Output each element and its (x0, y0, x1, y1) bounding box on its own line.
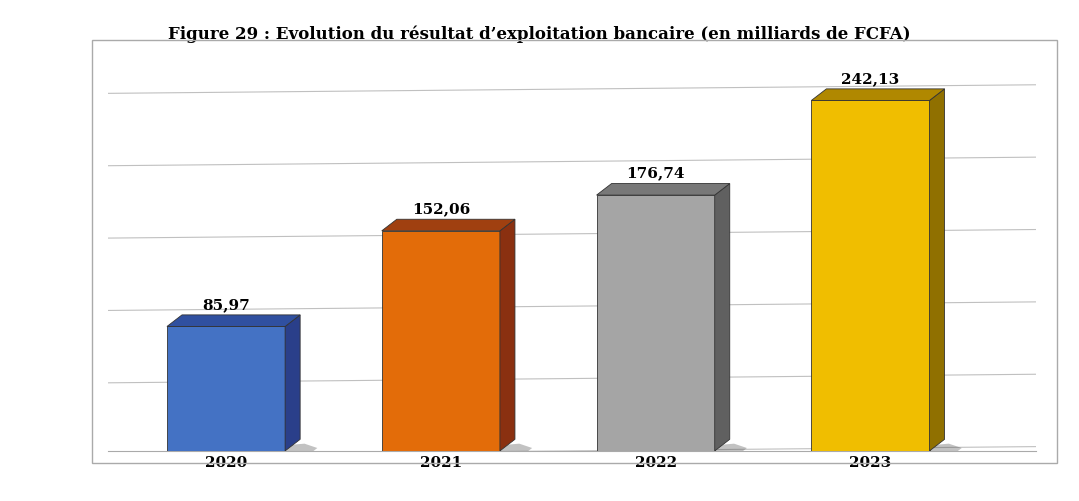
Polygon shape (714, 183, 729, 451)
Polygon shape (500, 219, 515, 451)
Text: 176,74: 176,74 (627, 167, 685, 181)
Polygon shape (172, 444, 317, 459)
Polygon shape (167, 315, 300, 327)
Polygon shape (597, 195, 714, 451)
Polygon shape (816, 444, 961, 459)
Polygon shape (811, 89, 944, 101)
Text: 85,97: 85,97 (202, 298, 250, 312)
Polygon shape (386, 444, 532, 459)
Polygon shape (597, 183, 729, 195)
Polygon shape (929, 89, 944, 451)
Polygon shape (167, 327, 285, 451)
Polygon shape (382, 231, 500, 451)
Text: Figure 29 : Evolution du résultat d’exploitation bancaire (en milliards de FCFA): Figure 29 : Evolution du résultat d’expl… (168, 25, 911, 43)
Text: 152,06: 152,06 (412, 202, 470, 216)
Polygon shape (811, 101, 929, 451)
Polygon shape (382, 219, 515, 231)
Polygon shape (601, 444, 747, 459)
Polygon shape (285, 315, 300, 451)
Text: 242,13: 242,13 (842, 72, 900, 86)
